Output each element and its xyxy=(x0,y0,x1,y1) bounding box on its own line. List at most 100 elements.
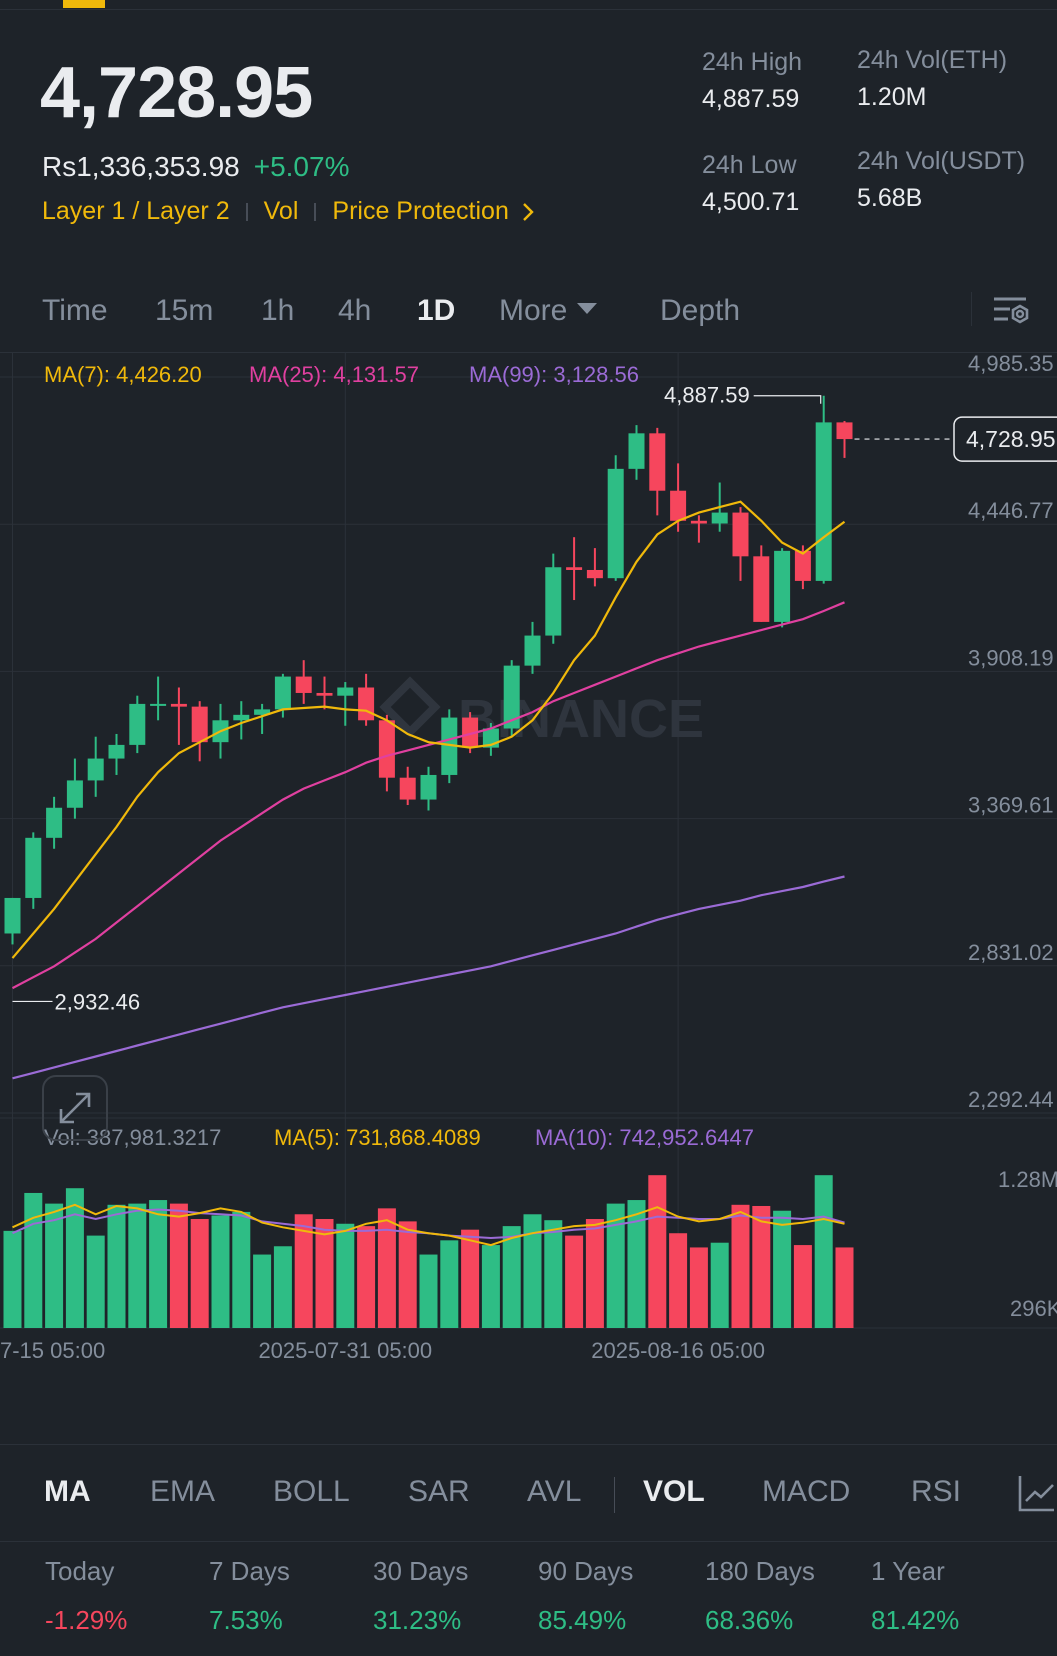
return-30d: 30 Days 31.23% xyxy=(373,1556,468,1636)
volume-bar xyxy=(585,1219,604,1328)
volume-bar xyxy=(544,1220,563,1328)
volume-bar xyxy=(86,1235,105,1328)
stat-value: 4,500.71 xyxy=(702,188,800,216)
indicator-macd[interactable]: MACD xyxy=(762,1475,851,1508)
return-label: 90 Days xyxy=(538,1556,634,1586)
price-chart[interactable]: BINANCE 4,985.35 4,446.77 3,908.19 3,369.61 2… xyxy=(0,352,1057,1444)
return-1y: 1 Year 81.42% xyxy=(871,1556,959,1636)
y-axis-tick: 3,908.19 xyxy=(968,645,1054,670)
caret-down-icon xyxy=(577,302,598,314)
stat-24h-vol-base: 24h Vol(ETH) 1.20M xyxy=(857,46,1007,112)
indicator-rsi[interactable]: RSI xyxy=(911,1475,962,1508)
candle xyxy=(628,433,645,469)
tab-more-label: More xyxy=(499,294,568,327)
tab-1h[interactable]: 1h xyxy=(261,294,295,327)
ma-legend: MA(25): 4,131.57 xyxy=(249,362,419,387)
tab-1d[interactable]: 1D xyxy=(417,294,456,327)
volume-bar xyxy=(3,1230,22,1328)
divider xyxy=(0,9,1057,10)
return-label: 1 Year xyxy=(871,1556,945,1586)
tab-depth[interactable]: Depth xyxy=(660,294,741,327)
candle xyxy=(503,665,520,729)
candle xyxy=(753,556,770,622)
return-value: 7.53% xyxy=(209,1605,283,1635)
tags-row: Layer 1 / Layer 2 Vol Price Protection xyxy=(42,197,539,226)
stat-label: 24h Low xyxy=(702,151,797,179)
candle xyxy=(129,703,146,745)
tag-price-protection[interactable]: Price Protection xyxy=(332,197,509,225)
tag-vol[interactable]: Vol xyxy=(263,197,299,225)
last-price: 4,728.95 xyxy=(40,53,313,133)
y-axis-tick: 4,446.77 xyxy=(968,498,1054,523)
high-marker-label: 4,887.59 xyxy=(664,383,750,408)
vol-ma5-line xyxy=(12,1203,845,1247)
volume-bar xyxy=(377,1208,396,1328)
volume-bar xyxy=(336,1223,355,1328)
candle xyxy=(794,550,811,581)
volume-bar xyxy=(502,1226,521,1328)
vol-legend: Vol: 387,981.3217 xyxy=(44,1125,221,1150)
volume-bar xyxy=(440,1240,459,1328)
return-7d: 7 Days 7.53% xyxy=(209,1556,290,1636)
candle xyxy=(46,807,63,838)
stat-24h-low: 24h Low 4,500.71 xyxy=(702,151,799,217)
candle xyxy=(420,774,437,800)
vol-ma10-legend: MA(10): 742,952.6447 xyxy=(535,1125,754,1150)
y-axis-tick: 3,369.61 xyxy=(968,793,1054,818)
binance-logo-icon xyxy=(379,676,441,738)
return-value: 85.49% xyxy=(538,1605,627,1635)
candle xyxy=(358,687,375,721)
expand-chart-button[interactable] xyxy=(42,1075,108,1141)
candle xyxy=(545,567,562,636)
volume-bar xyxy=(710,1242,729,1328)
indicator-avl[interactable]: AVL xyxy=(527,1475,582,1508)
divider xyxy=(0,352,1057,353)
chart-settings-icon[interactable] xyxy=(990,290,1032,332)
return-value: 31.23% xyxy=(373,1605,462,1635)
tag-layer[interactable]: Layer 1 / Layer 2 xyxy=(42,197,230,225)
indicator-boll[interactable]: BOLL xyxy=(273,1475,350,1508)
expand-icon xyxy=(59,1092,91,1124)
volume-bar xyxy=(793,1245,812,1328)
volume-bar xyxy=(315,1219,334,1328)
stat-label: 24h Vol(ETH) xyxy=(857,46,1008,74)
candle xyxy=(378,720,395,778)
candle xyxy=(25,837,42,898)
volume-bar xyxy=(398,1221,417,1328)
candle xyxy=(524,635,541,666)
candle xyxy=(295,676,312,693)
tab-more[interactable]: More xyxy=(499,294,598,328)
y-axis-tick: 4,985.35 xyxy=(968,352,1054,376)
indicator-ma[interactable]: MA xyxy=(44,1475,91,1508)
indicator-vol[interactable]: VOL xyxy=(643,1475,705,1508)
ma25-line xyxy=(11,601,845,990)
chevron-right-icon[interactable] xyxy=(517,201,539,223)
stat-value: 1.20M xyxy=(857,83,927,111)
fiat-price: Rs1,336,353.98 xyxy=(42,151,240,182)
x-axis-tick: 2025-08-16 05:00 xyxy=(591,1338,765,1363)
volume-bar xyxy=(232,1211,251,1328)
volume-bar xyxy=(752,1205,771,1328)
ma99-line xyxy=(12,875,845,1080)
volume-bar xyxy=(294,1214,313,1328)
indicator-chart-icon[interactable] xyxy=(1017,1473,1057,1513)
volume-bar xyxy=(65,1188,84,1328)
candle xyxy=(150,703,167,706)
ma7-line xyxy=(11,500,846,959)
volume-bar xyxy=(606,1203,625,1328)
change-percent: +5.07% xyxy=(253,151,350,182)
volume-bar xyxy=(190,1219,209,1328)
candle xyxy=(462,717,479,748)
candle xyxy=(4,897,21,934)
tab-15m[interactable]: 15m xyxy=(155,294,214,327)
return-180d: 180 Days 68.36% xyxy=(705,1556,815,1636)
indicator-ema[interactable]: EMA xyxy=(150,1475,216,1508)
last-price-tag xyxy=(953,416,1057,462)
candle xyxy=(399,777,416,800)
indicator-sar[interactable]: SAR xyxy=(408,1475,470,1508)
tab-4h[interactable]: 4h xyxy=(338,294,372,327)
candle xyxy=(108,744,125,759)
volume-bar xyxy=(565,1235,584,1328)
tab-time[interactable]: Time xyxy=(42,294,108,327)
volume-bar xyxy=(648,1175,667,1328)
